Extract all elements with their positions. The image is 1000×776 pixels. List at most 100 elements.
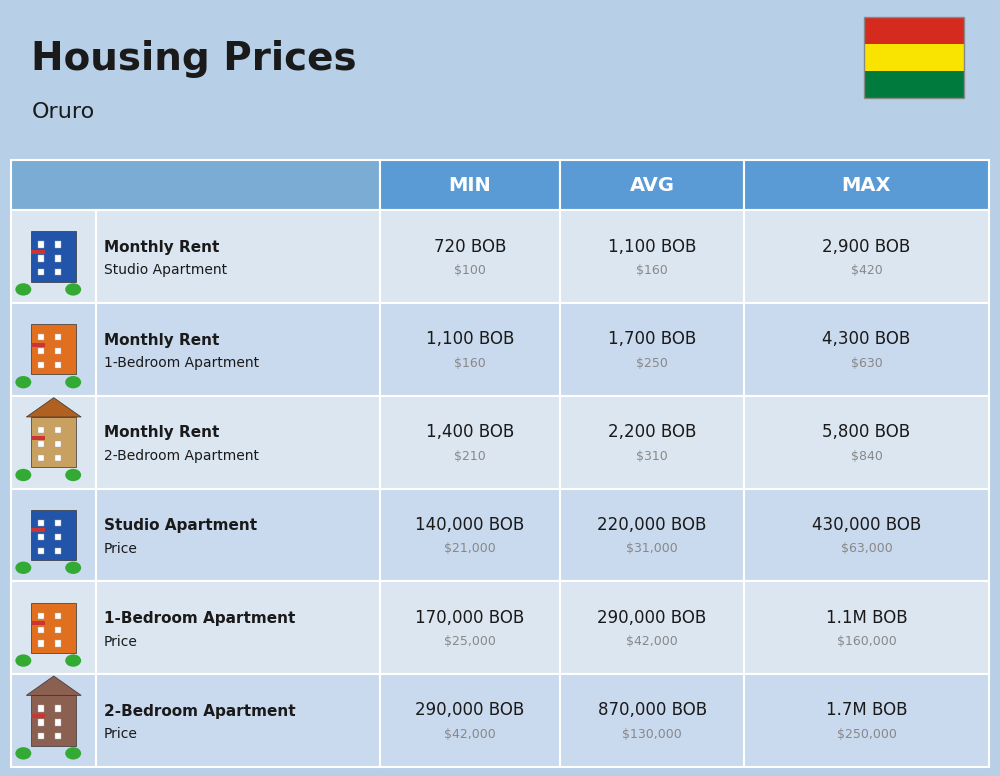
FancyBboxPatch shape [55,733,61,740]
FancyBboxPatch shape [96,674,380,767]
Text: Monthly Rent: Monthly Rent [104,240,219,255]
FancyBboxPatch shape [55,548,61,554]
Circle shape [15,654,31,667]
Circle shape [15,469,31,481]
Text: $420: $420 [851,264,882,277]
Circle shape [65,562,81,574]
FancyBboxPatch shape [38,626,44,632]
FancyBboxPatch shape [55,362,61,369]
Text: 1-Bedroom Apartment: 1-Bedroom Apartment [104,611,295,626]
Text: 170,000 BOB: 170,000 BOB [415,608,525,627]
FancyBboxPatch shape [38,548,44,554]
Text: 2,900 BOB: 2,900 BOB [822,237,911,255]
FancyBboxPatch shape [38,348,44,355]
FancyBboxPatch shape [38,719,44,726]
FancyBboxPatch shape [55,269,61,275]
FancyBboxPatch shape [38,255,44,262]
FancyBboxPatch shape [38,705,44,712]
FancyBboxPatch shape [744,674,989,767]
Circle shape [15,747,31,760]
FancyBboxPatch shape [38,362,44,369]
FancyBboxPatch shape [380,489,560,581]
FancyBboxPatch shape [96,489,380,581]
FancyBboxPatch shape [55,520,61,526]
Text: 4,300 BOB: 4,300 BOB [822,331,911,348]
FancyBboxPatch shape [55,255,61,262]
Circle shape [65,654,81,667]
FancyBboxPatch shape [31,250,45,254]
Text: $160,000: $160,000 [837,635,896,648]
Text: $31,000: $31,000 [626,542,678,556]
FancyBboxPatch shape [55,534,61,540]
FancyBboxPatch shape [55,334,61,341]
FancyBboxPatch shape [560,396,744,489]
Text: Monthly Rent: Monthly Rent [104,333,219,348]
FancyBboxPatch shape [55,427,61,433]
FancyBboxPatch shape [38,733,44,740]
FancyBboxPatch shape [31,324,76,375]
Text: $310: $310 [636,449,668,462]
FancyBboxPatch shape [380,160,560,210]
Text: 290,000 BOB: 290,000 BOB [415,702,525,719]
FancyBboxPatch shape [11,581,96,674]
FancyBboxPatch shape [31,435,45,440]
FancyBboxPatch shape [96,210,380,303]
Text: 1,100 BOB: 1,100 BOB [608,237,696,255]
FancyBboxPatch shape [560,581,744,674]
FancyBboxPatch shape [31,417,76,467]
Text: $210: $210 [454,449,486,462]
FancyBboxPatch shape [864,71,964,98]
Text: 2,200 BOB: 2,200 BOB [608,423,696,441]
Circle shape [15,376,31,388]
Circle shape [65,469,81,481]
Text: 5,800 BOB: 5,800 BOB [822,423,911,441]
FancyBboxPatch shape [38,534,44,540]
Text: 870,000 BOB: 870,000 BOB [598,702,707,719]
FancyBboxPatch shape [55,626,61,632]
FancyBboxPatch shape [11,160,380,210]
Text: 2-Bedroom Apartment: 2-Bedroom Apartment [104,449,259,463]
FancyBboxPatch shape [864,17,964,44]
FancyBboxPatch shape [55,441,61,447]
FancyBboxPatch shape [560,674,744,767]
Text: $100: $100 [454,264,486,277]
Text: $42,000: $42,000 [444,728,496,741]
FancyBboxPatch shape [560,210,744,303]
FancyBboxPatch shape [744,210,989,303]
FancyBboxPatch shape [744,581,989,674]
Text: $250,000: $250,000 [837,728,896,741]
Circle shape [15,562,31,574]
FancyBboxPatch shape [55,241,61,248]
FancyBboxPatch shape [560,160,744,210]
Text: Studio Apartment: Studio Apartment [104,264,227,278]
Text: $160: $160 [454,357,486,369]
Text: 1-Bedroom Apartment: 1-Bedroom Apartment [104,356,259,370]
Text: AVG: AVG [630,175,675,195]
FancyBboxPatch shape [38,334,44,341]
FancyBboxPatch shape [55,612,61,618]
FancyBboxPatch shape [11,396,96,489]
Text: 1.7M BOB: 1.7M BOB [826,702,907,719]
FancyBboxPatch shape [31,528,45,532]
FancyBboxPatch shape [38,241,44,248]
Text: 1,700 BOB: 1,700 BOB [608,331,696,348]
Circle shape [65,747,81,760]
FancyBboxPatch shape [744,303,989,396]
Text: 290,000 BOB: 290,000 BOB [597,608,707,627]
FancyBboxPatch shape [38,269,44,275]
Text: $21,000: $21,000 [444,542,496,556]
FancyBboxPatch shape [38,455,44,461]
Text: 1,400 BOB: 1,400 BOB [426,423,514,441]
FancyBboxPatch shape [11,674,96,767]
FancyBboxPatch shape [31,510,76,560]
Text: $250: $250 [636,357,668,369]
FancyBboxPatch shape [31,714,45,718]
FancyBboxPatch shape [380,674,560,767]
FancyBboxPatch shape [55,348,61,355]
Polygon shape [26,397,81,417]
FancyBboxPatch shape [11,210,96,303]
FancyBboxPatch shape [31,621,45,625]
Text: Price: Price [104,727,138,741]
FancyBboxPatch shape [11,489,96,581]
FancyBboxPatch shape [96,303,380,396]
